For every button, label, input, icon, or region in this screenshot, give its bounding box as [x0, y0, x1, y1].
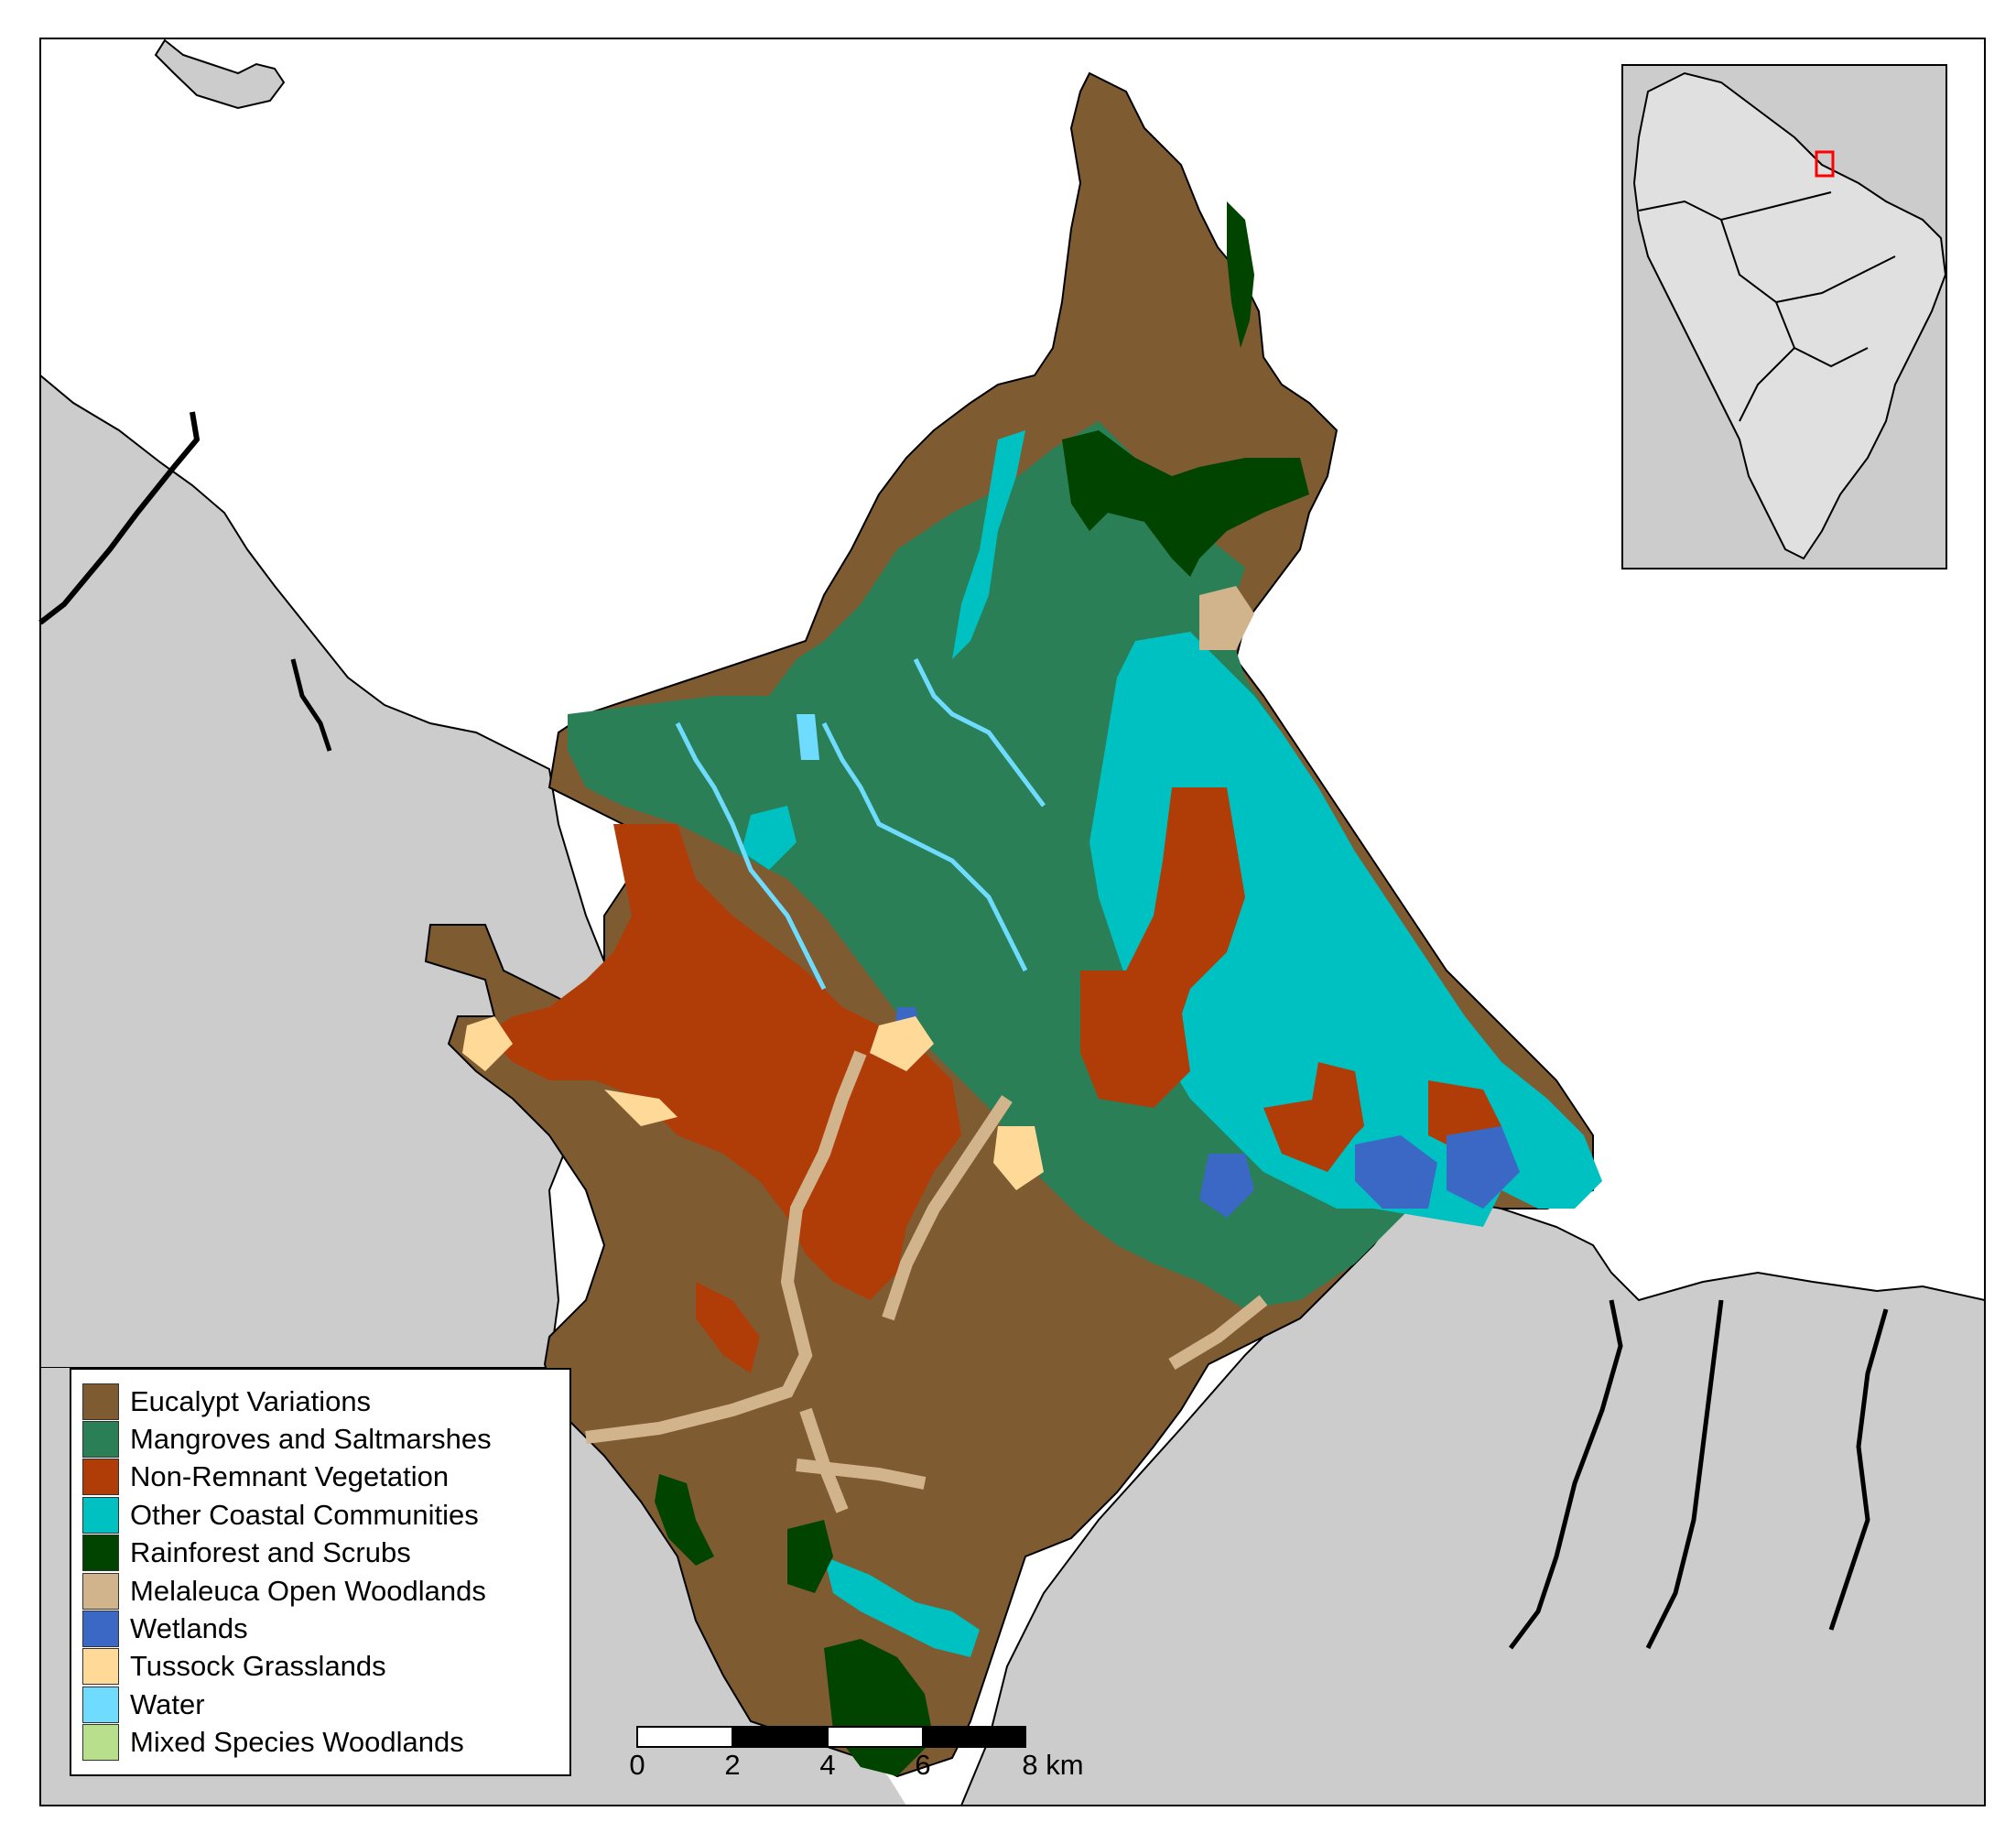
region-coastal-north-strip — [952, 430, 1025, 659]
scale-segment-4 — [922, 1726, 1026, 1748]
legend-item: Melaleuca Open Woodlands — [82, 1572, 569, 1610]
scale-segment-3 — [827, 1726, 924, 1748]
legend-label: Other Coastal Communities — [130, 1498, 479, 1531]
scale-label: 2 — [724, 1749, 741, 1781]
legend-label: Mangroves and Saltmarshes — [130, 1423, 492, 1456]
scale-segment-1 — [636, 1726, 733, 1748]
region-rainforest-north — [1062, 430, 1309, 577]
region-melaleuca-north — [1199, 586, 1254, 650]
region-nonremnant-west — [485, 824, 961, 1300]
legend-swatch — [82, 1648, 119, 1686]
legend-swatch — [82, 1496, 119, 1534]
inset-region — [1632, 71, 1947, 560]
region-tussock-patches — [462, 1016, 1044, 1190]
region-melaleuca-roads — [585, 1050, 1268, 1513]
map-frame — [39, 38, 1986, 1806]
region-nonremnant-south — [696, 1282, 760, 1373]
legend-label: Tussock Grasslands — [130, 1650, 386, 1683]
scale-segment-2 — [732, 1726, 829, 1748]
legend-swatch — [82, 1383, 119, 1420]
river-southeast-2 — [1645, 1299, 1724, 1650]
river-southeast-3 — [1828, 1308, 1889, 1631]
region-wetlands-3 — [1199, 1154, 1254, 1218]
legend-swatch — [82, 1535, 119, 1572]
region-coastal-west-patch — [742, 806, 797, 870]
inset-map — [1621, 64, 1947, 569]
region-nonremnant-east-5 — [1309, 1062, 1364, 1154]
scale-label: 4 — [819, 1749, 836, 1781]
scale-label: 8 km — [1022, 1749, 1084, 1781]
legend-item: Wetlands — [82, 1610, 569, 1648]
inset-study-area-highlight — [1815, 150, 1835, 178]
inset-internal-boundaries — [1638, 191, 1896, 422]
scale-label: 6 — [915, 1749, 931, 1781]
region-coastal-south-patch — [824, 1556, 980, 1657]
region-rainforest-southwest — [655, 1474, 714, 1566]
legend-label: Rainforest and Scrubs — [130, 1536, 411, 1569]
legend-label: Melaleuca Open Woodlands — [130, 1574, 486, 1607]
legend-item: Eucalypt Variations — [82, 1383, 569, 1420]
legend-swatch — [82, 1572, 119, 1610]
region-wetlands-1 — [1355, 1135, 1437, 1209]
region-nonremnant-east-1 — [1126, 787, 1245, 1044]
region-wetlands-2 — [1447, 1126, 1520, 1209]
legend-swatch — [82, 1421, 119, 1459]
legend-swatch — [82, 1686, 119, 1723]
legend-item: Water — [82, 1686, 569, 1723]
legend-item: Mixed Species Woodlands — [82, 1724, 569, 1762]
legend-label: Eucalypt Variations — [130, 1384, 372, 1417]
river-southeast-1 — [1509, 1299, 1623, 1650]
region-water-rivers — [675, 657, 1046, 991]
region-coastal-communities — [1089, 632, 1602, 1227]
legend: Eucalypt Variations Mangroves and Saltma… — [70, 1368, 571, 1776]
legend-label: Water — [130, 1687, 205, 1720]
legend-label: Non-Remnant Vegetation — [130, 1460, 450, 1493]
surrounding-land-northwest-corner — [154, 38, 286, 110]
legend-swatch — [82, 1724, 119, 1762]
region-rainforest-northeast-strip — [1227, 201, 1254, 348]
region-water-patch — [797, 714, 819, 760]
region-nonremnant-east-2 — [1080, 971, 1190, 1108]
river-west-2 — [290, 658, 332, 752]
legend-label: Wetlands — [130, 1612, 248, 1645]
region-rainforest-southcentral — [787, 1520, 833, 1593]
legend-item: Other Coastal Communities — [82, 1496, 569, 1534]
scale-label: 0 — [629, 1749, 645, 1781]
surrounding-land-west — [39, 373, 624, 1369]
river-west — [38, 411, 201, 625]
legend-item: Mangroves and Saltmarshes — [82, 1420, 569, 1459]
legend-swatch — [82, 1611, 119, 1648]
scale-bar — [636, 1726, 1026, 1748]
legend-item: Non-Remnant Vegetation — [82, 1459, 569, 1496]
legend-item: Rainforest and Scrubs — [82, 1535, 569, 1572]
legend-label: Mixed Species Woodlands — [130, 1726, 464, 1759]
legend-swatch — [82, 1459, 119, 1496]
legend-item: Tussock Grasslands — [82, 1648, 569, 1686]
